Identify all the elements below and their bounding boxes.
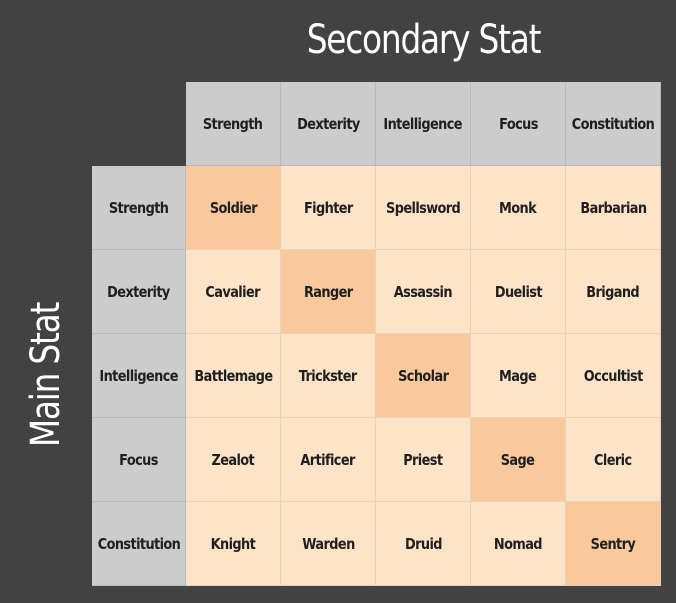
class-cell-battlemage-label: Battlemage — [193, 366, 273, 385]
class-cell-nomad: Nomad — [471, 502, 566, 586]
secondary-stat-title: Secondary Stat — [306, 17, 542, 63]
class-cell-fighter-label: Fighter — [303, 198, 353, 217]
row-header-constitution-label: Constitution — [97, 534, 180, 553]
column-header-focus: Focus — [471, 82, 566, 166]
column-header-focus-label: Focus — [498, 114, 538, 133]
row-header-focus: Focus — [92, 418, 186, 502]
class-cell-trickster: Trickster — [281, 334, 376, 418]
class-cell-zealot-label: Zealot — [211, 450, 255, 469]
class-cell-duelist: Duelist — [471, 250, 566, 334]
class-cell-barbarian: Barbarian — [566, 166, 661, 250]
class-cell-nomad-label: Nomad — [493, 534, 543, 553]
class-cell-brigand-label: Brigand — [586, 282, 640, 301]
class-cell-occultist-label: Occultist — [583, 366, 643, 385]
class-cell-barbarian-label: Barbarian — [579, 198, 647, 217]
class-cell-spellsword: Spellsword — [376, 166, 471, 250]
class-cell-sentry: Sentry — [566, 502, 661, 586]
class-cell-monk-label: Monk — [499, 198, 537, 217]
class-cell-zealot: Zealot — [186, 418, 281, 502]
class-cell-trickster-label: Trickster — [299, 366, 358, 385]
column-header-strength-label: Strength — [203, 114, 263, 133]
column-header-intelligence-label: Intelligence — [383, 114, 463, 133]
class-cell-spellsword-label: Spellsword — [385, 198, 461, 217]
column-header-intelligence: Intelligence — [376, 82, 471, 166]
class-cell-assassin: Assassin — [376, 250, 471, 334]
class-cell-monk: Monk — [471, 166, 566, 250]
class-cell-artificer: Artificer — [281, 418, 376, 502]
class-cell-soldier-label: Soldier — [209, 198, 257, 217]
class-cell-mage-label: Mage — [499, 366, 537, 385]
class-cell-ranger: Ranger — [281, 250, 376, 334]
row-header-dexterity: Dexterity — [92, 250, 186, 334]
class-cell-assassin-label: Assassin — [393, 282, 453, 301]
class-cell-knight: Knight — [186, 502, 281, 586]
row-header-intelligence-label: Intelligence — [99, 366, 178, 385]
class-cell-battlemage: Battlemage — [186, 334, 281, 418]
row-header-constitution: Constitution — [92, 502, 186, 586]
row-header-strength-label: Strength — [108, 198, 169, 217]
class-cell-artificer-label: Artificer — [300, 450, 356, 469]
class-cell-druid: Druid — [376, 502, 471, 586]
class-cell-fighter: Fighter — [281, 166, 376, 250]
class-cell-warden: Warden — [281, 502, 376, 586]
class-cell-scholar: Scholar — [376, 334, 471, 418]
class-cell-priest: Priest — [376, 418, 471, 502]
class-cell-brigand: Brigand — [566, 250, 661, 334]
row-header-intelligence: Intelligence — [92, 334, 186, 418]
class-cell-scholar-label: Scholar — [397, 366, 449, 385]
class-cell-warden-label: Warden — [301, 534, 355, 553]
row-header-focus-label: Focus — [119, 450, 158, 469]
class-cell-duelist-label: Duelist — [494, 282, 542, 301]
class-cell-cavalier: Cavalier — [186, 250, 281, 334]
class-cell-cleric: Cleric — [566, 418, 661, 502]
main-stat-title: Main Stat — [23, 302, 69, 448]
class-cell-mage: Mage — [471, 334, 566, 418]
column-header-constitution: Constitution — [566, 82, 661, 166]
class-cell-druid-label: Druid — [404, 534, 443, 553]
row-header-dexterity-label: Dexterity — [107, 282, 170, 301]
class-cell-cleric-label: Cleric — [594, 450, 632, 469]
class-cell-knight-label: Knight — [210, 534, 256, 553]
class-cell-sage: Sage — [471, 418, 566, 502]
column-header-constitution-label: Constitution — [571, 114, 655, 133]
column-header-strength: Strength — [186, 82, 281, 166]
class-cell-cavalier-label: Cavalier — [205, 282, 261, 301]
column-header-dexterity: Dexterity — [281, 82, 376, 166]
row-header-strength: Strength — [92, 166, 186, 250]
column-header-dexterity-label: Dexterity — [296, 114, 360, 133]
class-cell-priest-label: Priest — [403, 450, 443, 469]
class-cell-occultist: Occultist — [566, 334, 661, 418]
class-cell-sage-label: Sage — [501, 450, 535, 469]
class-cell-sentry-label: Sentry — [590, 534, 636, 553]
class-cell-soldier: Soldier — [186, 166, 281, 250]
class-cell-ranger-label: Ranger — [303, 282, 353, 301]
